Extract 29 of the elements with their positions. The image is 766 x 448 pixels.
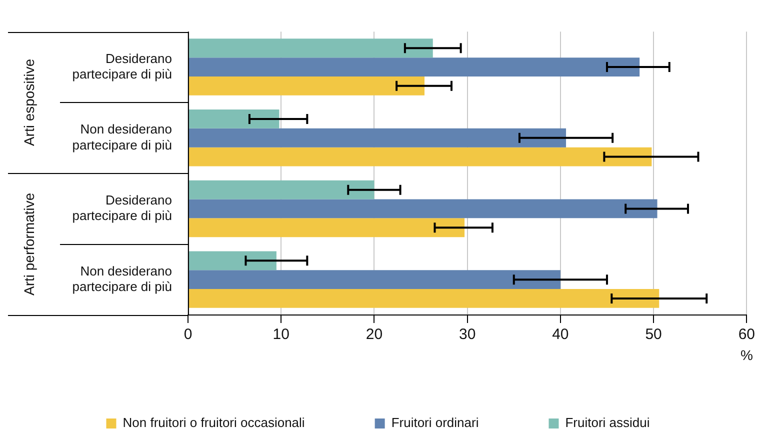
y-tick-label: Desiderano partecipare di più [72, 50, 172, 82]
x-axis-title: % [740, 346, 753, 363]
bar [188, 270, 560, 290]
bar [188, 128, 566, 148]
legend-label: Fruitori ordinari [391, 415, 479, 430]
y-tick-label: Non desiderano partecipare di più [72, 122, 172, 152]
x-tick-label: 0 [184, 326, 192, 344]
bar [188, 251, 276, 270]
x-tick-label: 60 [738, 326, 755, 344]
text: Arti espositive [20, 58, 37, 146]
legend-label: Non fruitori o fruitori occasionali [122, 415, 305, 430]
bar [188, 76, 424, 96]
bar [188, 38, 433, 58]
bar [188, 147, 652, 166]
legend-label: Fruitori assidui [565, 415, 650, 430]
bar [188, 199, 658, 218]
bar [188, 110, 280, 128]
y-tick-label: Non desiderano partecipare di più [72, 263, 172, 294]
x-tick-label: 30 [458, 326, 476, 344]
y-tick-label: Desiderano partecipare di più [72, 192, 172, 224]
bar [188, 180, 374, 200]
bar [188, 289, 660, 308]
x-tick-label: 50 [645, 326, 662, 344]
bar [188, 58, 640, 76]
bar [188, 218, 465, 238]
x-tick-label: 20 [366, 326, 383, 344]
text: Arti performative [20, 192, 37, 296]
x-tick-label: 40 [552, 326, 569, 344]
x-tick-label: 10 [272, 326, 290, 344]
